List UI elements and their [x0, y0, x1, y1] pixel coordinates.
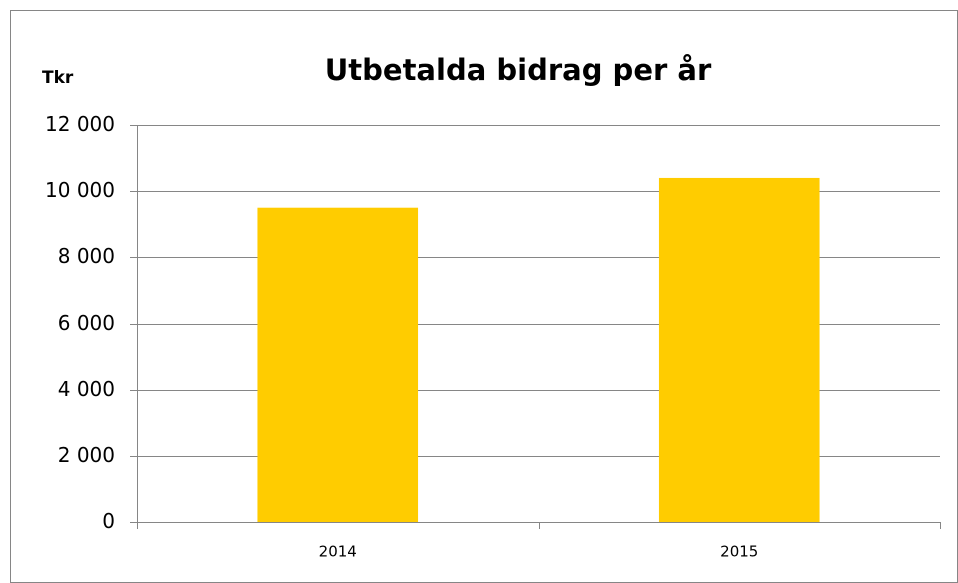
y-tick-label: 6 000: [58, 311, 115, 335]
y-tick-label: 4 000: [58, 377, 115, 401]
y-tick-label: 2 000: [58, 443, 115, 467]
y-axis-label: Tkr: [42, 68, 74, 88]
y-tick-label: 12 000: [45, 112, 115, 136]
x-tick-label: 2014: [319, 543, 357, 561]
y-tick-label: 8 000: [58, 244, 115, 268]
y-tick-label: 10 000: [45, 178, 115, 202]
x-tick-label: 2015: [720, 543, 758, 561]
chart-title: Utbetalda bidrag per år: [325, 53, 712, 87]
bar: [658, 177, 820, 522]
bar: [257, 207, 419, 523]
y-tick-label: 0: [102, 509, 115, 533]
